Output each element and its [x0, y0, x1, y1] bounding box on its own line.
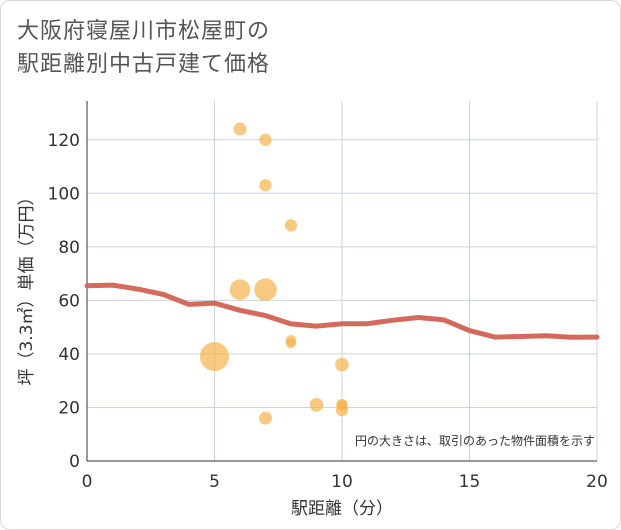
chart-title-line1: 大阪府寝屋川市松屋町の: [17, 19, 271, 44]
tick-labels: 0 20 40 60 80 100 120 0 5 10 15 20: [48, 131, 608, 492]
data-bubble: [199, 342, 230, 372]
y-tick-label: 40: [58, 345, 80, 365]
size-note: 円の大きさは、取引のあった物件面積を示す: [355, 433, 595, 448]
data-bubble: [233, 122, 247, 136]
data-bubble: [254, 278, 277, 301]
data-bubble: [284, 219, 298, 232]
data-bubble: [309, 397, 324, 412]
chart-title: 大阪府寝屋川市松屋町の 駅距離別中古戸建て価格: [17, 15, 270, 81]
x-tick-label: 5: [209, 472, 220, 492]
x-tick-label: 10: [331, 472, 353, 492]
data-bubble: [285, 338, 297, 349]
data-bubble: [259, 411, 272, 425]
y-tick-label: 60: [58, 291, 80, 311]
x-axis-title: 駅距離（分）: [291, 499, 393, 519]
y-tick-label: 100: [48, 184, 80, 204]
bubbles: [199, 122, 349, 425]
chart-title-line2: 駅距離別中古戸建て価格: [17, 52, 271, 77]
data-bubble: [335, 357, 349, 372]
data-bubble: [336, 399, 348, 410]
y-tick-label: 0: [69, 452, 80, 472]
axes: [86, 101, 597, 462]
x-tick-label: 20: [586, 472, 608, 492]
x-tick-label: 15: [459, 472, 481, 492]
y-tick-label: 80: [58, 238, 80, 258]
trend-line: [84, 282, 600, 340]
y-axis-title: 坪（3.3㎡）単価（万円）: [17, 188, 37, 385]
trend-line-group: [84, 282, 600, 340]
data-bubble: [259, 133, 272, 146]
y-tick-label: 20: [58, 398, 80, 418]
data-bubble: [259, 179, 272, 192]
data-bubble: [229, 279, 251, 300]
y-tick-label: 120: [48, 131, 80, 151]
x-tick-label: 0: [82, 472, 93, 492]
